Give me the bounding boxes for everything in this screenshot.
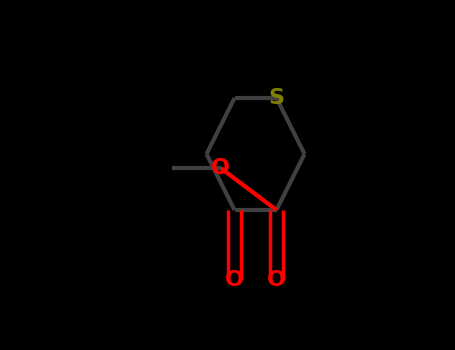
Text: O: O [225, 270, 244, 290]
Text: O: O [267, 270, 286, 290]
Text: S: S [268, 88, 284, 108]
Text: O: O [211, 158, 230, 178]
